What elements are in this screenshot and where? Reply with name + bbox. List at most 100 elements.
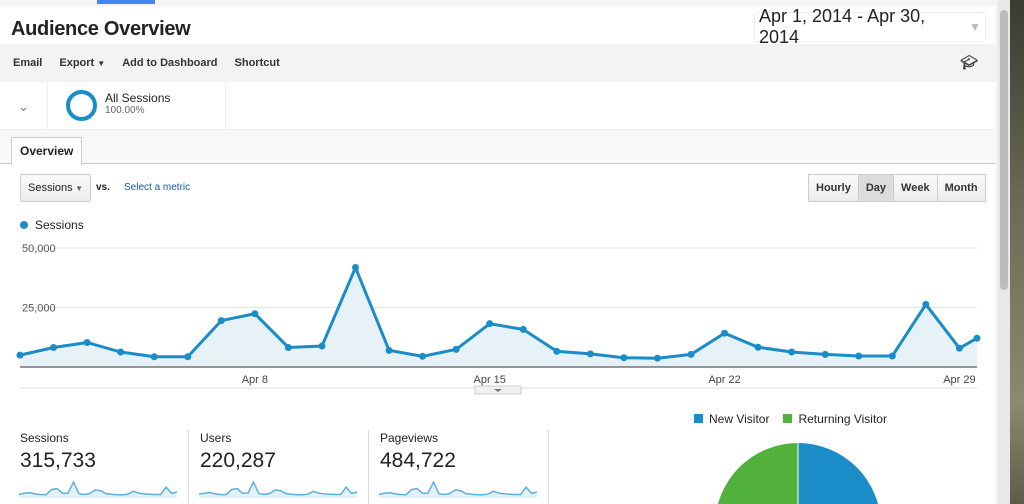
data-point [184,353,192,361]
caret-down-icon: ▼ [97,59,106,68]
caret-down-icon [494,389,502,392]
x-tick-label: Apr 22 [708,374,740,386]
month-button[interactable]: Month [936,174,986,202]
data-point [586,350,594,358]
email-button[interactable]: Email [13,57,43,69]
desktop-background [1010,0,1024,504]
metric-label: Sessions [28,182,73,194]
swatch-icon [694,414,703,423]
data-point [251,310,259,318]
stat-label: Users [200,431,232,445]
segment-bar: ⌄ All Sessions 100.00% [0,82,996,130]
stat-label: Sessions [20,431,69,445]
segment-ring-icon [66,90,97,121]
export-label: Export [59,57,95,69]
scrollbar-thumb[interactable] [1000,10,1008,290]
data-point [217,317,225,325]
x-tick-label: Apr 8 [242,374,268,386]
y-tick-label: 25,000 [22,303,56,315]
legend-new-visitor: New Visitor [694,412,769,426]
data-point [687,350,695,358]
pie-slice-new-visitor [798,443,879,504]
data-point [788,348,796,356]
data-point [922,300,930,308]
caret-down-icon: ▼ [75,183,83,193]
data-point [419,352,427,360]
data-point [519,325,527,333]
visitor-pie-chart [717,443,879,504]
data-point [821,350,829,358]
series-line [19,263,978,360]
pie-slice-returning-visitor [717,443,798,504]
segment-name: All Sessions [105,91,171,105]
area-fill [20,267,977,367]
data-point [973,334,981,342]
sparkline [199,480,358,498]
granularity-buttons: Hourly Day Week Month [808,174,986,202]
hourly-button[interactable]: Hourly [808,174,859,202]
sessions-chart: 50,000 25,000 Apr 8 Apr 15 Apr 22 Apr 29 [16,243,981,395]
data-point [553,347,561,355]
sparkline [19,480,178,498]
data-point [955,344,963,352]
data-point [318,342,326,350]
stat-value: 484,722 [380,449,456,472]
tab-bar: Overview [0,130,996,165]
swatch-icon [783,414,793,423]
data-point [150,353,158,361]
stat-value: 315,733 [20,449,96,472]
stat-value: 220,287 [200,449,276,472]
data-point [83,338,91,346]
data-point [117,348,125,356]
segment-all-sessions[interactable]: All Sessions 100.00% [48,82,226,130]
data-point [486,320,494,328]
stat-pageviews[interactable]: Pageviews 484,722 [369,430,549,504]
chart-legend: Sessions [20,218,84,232]
week-button[interactable]: Week [893,174,938,202]
data-point [16,351,24,359]
data-point [721,329,729,337]
data-point [385,346,393,354]
date-range-picker[interactable]: Apr 1, 2014 - Apr 30, 2014 ▼ [754,6,986,47]
add-to-dashboard-button[interactable]: Add to Dashboard [122,57,218,69]
data-point [50,343,58,351]
x-tick-label: Apr 29 [943,374,975,386]
data-point [284,343,292,351]
day-button[interactable]: Day [857,174,895,202]
sparkline [379,480,538,498]
export-button[interactable]: Export ▼ [59,57,105,69]
stats-row: Sessions 315,733 Users 220,287 Pageviews 484,… [9,430,549,504]
data-point [754,343,762,351]
stat-sessions[interactable]: Sessions 315,733 [9,430,189,504]
report-toolbar: Email Export ▼ Add to Dashboard Shortcut… [0,44,996,82]
data-point [888,352,896,360]
chart-controls: Sessions ▼ vs. Select a metric Hourly Day… [20,174,986,202]
metric-select[interactable]: Sessions ▼ [20,174,91,202]
legend-dot-icon [20,221,28,229]
segment-percent: 100.00% [105,105,145,116]
stat-label: Pageviews [380,431,439,445]
data-point [452,345,460,353]
active-nav-indicator [97,0,155,4]
graduation-cap-icon[interactable]: 🎓︎ [960,54,978,70]
legend-label: New Visitor [709,412,770,426]
vertical-scrollbar[interactable] [998,0,1010,504]
main-panel: Audience Overview Apr 1, 2014 - Apr 30, … [0,0,996,504]
shortcut-button[interactable]: Shortcut [234,57,280,69]
vs-label: vs. [96,182,110,193]
top-nav-strip [0,0,996,6]
data-point [855,352,863,360]
legend-label: Returning Visitor [798,412,887,426]
tab-overview[interactable]: Overview [11,137,83,165]
select-metric-link[interactable]: Select a metric [124,182,191,193]
expand-segments-chevron-icon[interactable]: ⌄ [0,82,48,130]
stat-users[interactable]: Users 220,287 [189,430,369,504]
data-point [620,354,628,362]
chevron-down-icon: ▼ [969,20,981,34]
x-tick-label: Apr 15 [473,374,505,386]
pie-legend: New Visitor Returning Visitor [694,412,887,426]
data-point [352,264,359,272]
legend-label: Sessions [35,218,84,232]
data-point [653,354,661,362]
page-title: Audience Overview [11,18,191,40]
